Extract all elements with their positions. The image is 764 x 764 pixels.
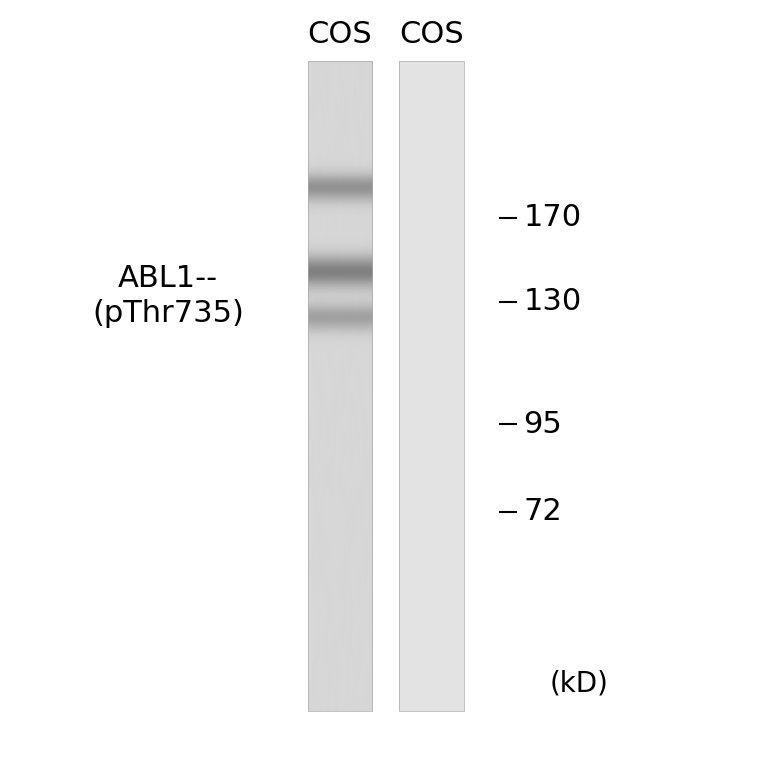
- Text: COS: COS: [400, 20, 464, 49]
- Bar: [307, 61, 373, 711]
- Text: 170: 170: [523, 203, 581, 232]
- Text: 130: 130: [523, 287, 581, 316]
- Text: ABL1--: ABL1--: [118, 264, 219, 293]
- Text: 95: 95: [523, 410, 562, 439]
- Text: (kD): (kD): [550, 670, 609, 698]
- Text: COS: COS: [308, 20, 372, 49]
- Bar: [400, 61, 465, 711]
- Text: 72: 72: [523, 497, 562, 526]
- Text: (pThr735): (pThr735): [92, 299, 244, 328]
